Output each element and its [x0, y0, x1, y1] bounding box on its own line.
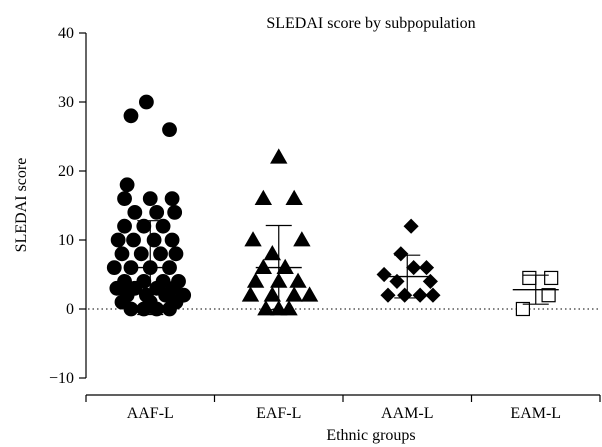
data-point-diamond — [425, 287, 441, 303]
data-point-circle — [162, 122, 177, 138]
data-point-square — [541, 288, 556, 303]
data-point-triangle — [285, 189, 303, 206]
data-point-diamond — [397, 287, 413, 303]
y-tick-label: 0 — [66, 301, 74, 318]
x-tick-label: EAF-L — [256, 405, 301, 422]
data-point-diamond — [389, 273, 405, 289]
data-point-circle — [126, 232, 141, 248]
data-point-circle — [138, 94, 154, 110]
data-point-diamond — [418, 260, 435, 276]
data-point-triangle — [244, 231, 262, 247]
data-point-triangle — [246, 272, 265, 288]
data-point-triangle — [257, 300, 275, 316]
data-point-square — [515, 301, 531, 317]
y-axis-label: SLEDAI score — [13, 158, 30, 253]
data-point-diamond — [422, 273, 438, 289]
data-point-circle — [117, 218, 132, 234]
data-point-circle — [158, 287, 174, 303]
data-point-diamond — [376, 266, 392, 283]
data-point-triangle — [276, 258, 294, 275]
mean-sd-bar — [512, 274, 559, 305]
x-axis-label: Ethnic groups — [326, 427, 415, 444]
data-point-circle — [164, 232, 180, 248]
mean-sd-bar — [127, 220, 174, 316]
y-axis: −10 0 10 20 30 40 — [49, 25, 87, 387]
data-point-triangle — [293, 231, 311, 247]
x-tick-label: EAM-L — [510, 405, 561, 422]
data-point-circle — [149, 301, 165, 317]
data-point-circle — [127, 204, 143, 220]
data-point-circle — [146, 232, 162, 248]
data-point-circle — [123, 108, 139, 124]
y-tick-label: −10 — [49, 370, 74, 387]
data-point-circle — [168, 246, 184, 262]
data-point-square — [522, 270, 537, 286]
data-point-circle — [167, 204, 183, 220]
x-tick-label: AAM-L — [381, 405, 433, 422]
data-point-circle — [119, 177, 135, 193]
data-point-circle — [153, 246, 168, 262]
data-point-circle — [123, 301, 139, 317]
x-tick-label: AAF-L — [127, 405, 174, 422]
data-point-diamond — [403, 218, 419, 234]
mean-sd-bar — [384, 254, 431, 299]
data-point-circle — [133, 246, 149, 262]
y-tick-label: 10 — [58, 232, 74, 249]
series-aam-l — [376, 218, 441, 303]
data-point-triangle — [285, 286, 303, 302]
data-point-diamond — [412, 287, 428, 303]
data-point-circle — [106, 260, 122, 276]
data-point-triangle — [241, 286, 260, 302]
y-tick-label: 20 — [58, 163, 74, 180]
data-point-circle — [136, 301, 152, 317]
plot-area — [106, 94, 559, 317]
data-point-circle — [162, 301, 177, 317]
data-point-diamond — [406, 260, 422, 276]
data-point-triangle — [270, 148, 288, 164]
data-point-circle — [155, 218, 171, 234]
mean-sd-bar — [255, 224, 302, 311]
data-point-circle — [110, 232, 126, 248]
series-eam-l — [512, 270, 559, 317]
data-point-triangle — [254, 258, 273, 275]
data-point-circle — [109, 280, 125, 296]
data-point-triangle — [263, 286, 282, 302]
data-point-circle — [142, 191, 158, 207]
y-tick-label: 30 — [58, 94, 74, 111]
data-point-square — [544, 270, 559, 286]
series-aaf-l — [106, 94, 192, 317]
series-eaf-l — [241, 148, 319, 316]
data-point-diamond — [393, 246, 409, 262]
data-point-triangle — [263, 244, 282, 261]
data-point-circle — [114, 246, 130, 262]
data-point-circle — [164, 191, 180, 207]
data-point-circle — [117, 191, 132, 207]
data-point-triangle — [289, 272, 307, 288]
chart-title: SLEDAI score by subpopulation — [266, 15, 475, 32]
data-point-triangle — [300, 286, 319, 302]
y-tick-label: 40 — [58, 25, 74, 42]
data-point-circle — [149, 204, 165, 220]
data-point-circle — [136, 218, 152, 234]
x-axis: AAF-L EAF-L AAM-L EAM-L — [85, 394, 601, 422]
data-point-triangle — [254, 189, 273, 206]
data-point-diamond — [380, 287, 396, 303]
